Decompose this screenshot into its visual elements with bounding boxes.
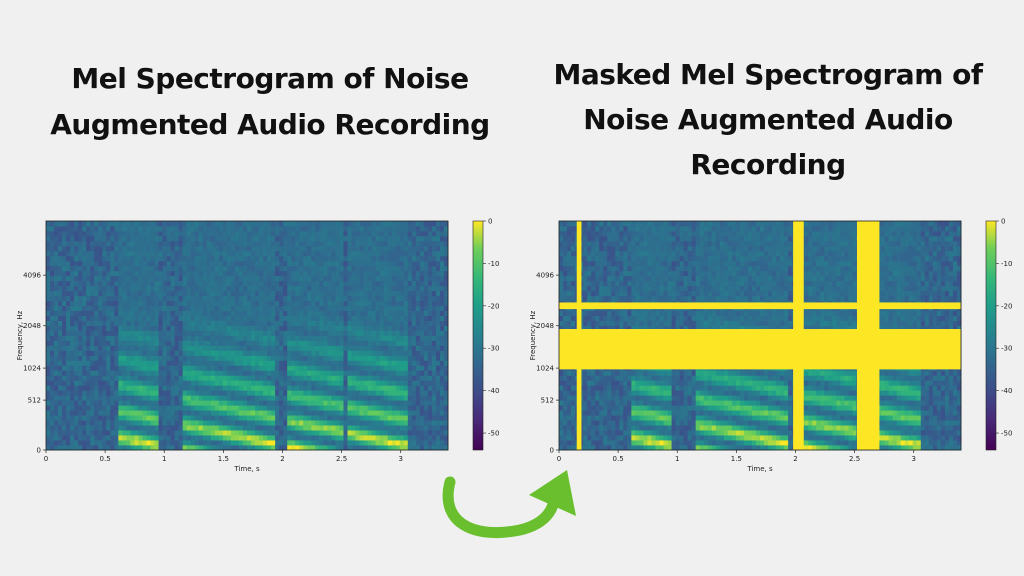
spectrogram-panel-right: 0 0.5 1 1.5 2 2.5 3 0 512 1024 2048 4096 Time, s Freq… (529, 218, 1012, 474)
chart-title-right-line-1: Masked Mel Spectrogram of (553, 58, 983, 91)
y-tick-label: 0 (37, 447, 41, 455)
y-tick-label: 4096 (23, 272, 41, 280)
colorbar-tick-label: -50 (488, 430, 499, 438)
y-axis-label: Frequency, Hz (16, 310, 24, 360)
y-tick-label: 0 (550, 447, 554, 455)
colorbar (985, 220, 997, 451)
chart-title-right-line-2: Noise Augmented Audio (583, 103, 953, 136)
x-axis-label: Time, s (746, 465, 773, 473)
x-tick-label: 3 (398, 455, 402, 463)
x-tick-label: 0 (557, 455, 561, 463)
y-tick-label: 1024 (536, 365, 554, 373)
chart-title-left: Mel Spectrogram of Noise Augmented Audio… (50, 62, 490, 141)
x-tick-label: 2 (793, 455, 797, 463)
y-tick-label: 4096 (536, 272, 554, 280)
x-tick-label: 3 (911, 455, 915, 463)
colorbar-tick-label: 0 (488, 218, 492, 226)
curved-arrow-icon (442, 470, 576, 539)
x-tick-label: 2.5 (849, 455, 860, 463)
colorbar-tick-label: -30 (1001, 345, 1012, 353)
frequency-mask-4 (559, 329, 961, 370)
x-tick-label: 1.5 (218, 455, 229, 463)
frequency-mask-3 (559, 302, 961, 310)
spectrogram-panel-left: 0 0.5 1 1.5 2 2.5 3 0 512 1024 2048 4096 Time, s Freq… (16, 218, 499, 474)
colorbar-tick-label: -50 (1001, 430, 1012, 438)
plot-frame (558, 220, 962, 451)
x-tick-label: 2.5 (336, 455, 347, 463)
y-axis-label: Frequency, Hz (529, 310, 537, 360)
x-tick-label: 2 (280, 455, 284, 463)
chart-title-right: Masked Mel Spectrogram of Noise Augmente… (508, 52, 1024, 187)
x-axis-label: Time, s (233, 465, 260, 473)
chart-title-right-line-3: Recording (690, 148, 846, 181)
heatmap-cells (46, 221, 449, 451)
y-tick-label: 1024 (23, 365, 41, 373)
y-tick-label: 512 (541, 397, 554, 405)
colorbar-tick-label: -10 (1001, 260, 1012, 268)
colorbar (472, 220, 484, 451)
y-tick-label: 2048 (23, 322, 41, 330)
x-tick-label: 0.5 (613, 455, 624, 463)
colorbar-tick-label: -10 (488, 260, 499, 268)
x-tick-label: 1 (675, 455, 679, 463)
y-tick-label: 2048 (536, 322, 554, 330)
x-tick-label: 0 (44, 455, 48, 463)
x-tick-label: 1 (162, 455, 166, 463)
colorbar-tick-label: -40 (1001, 387, 1012, 395)
y-tick-label: 512 (28, 397, 41, 405)
colorbar-tick-label: -30 (488, 345, 499, 353)
colorbar-tick-label: 0 (1001, 218, 1005, 226)
x-tick-label: 1.5 (731, 455, 742, 463)
colorbar-tick-label: -40 (488, 387, 499, 395)
x-tick-label: 0.5 (100, 455, 111, 463)
colorbar-tick-label: -20 (1001, 302, 1012, 310)
plot-frame (45, 220, 449, 451)
colorbar-tick-label: -20 (488, 302, 499, 310)
